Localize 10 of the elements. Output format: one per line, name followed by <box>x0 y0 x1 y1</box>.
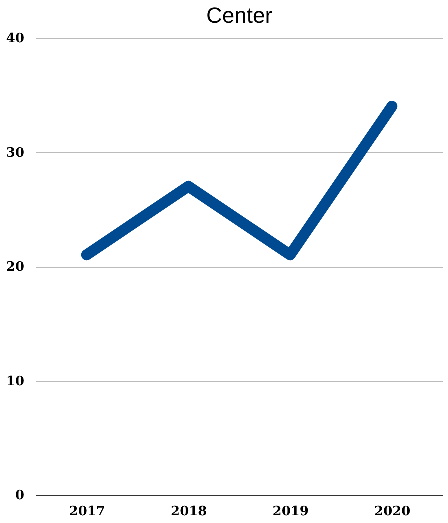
chart-title: Center <box>206 3 273 28</box>
x-tick-label: 2020 <box>374 504 411 520</box>
y-tick-label: 40 <box>6 32 24 46</box>
y-tick-label: 0 <box>15 488 24 504</box>
x-tick-label: 2018 <box>171 504 208 520</box>
x-tick-label: 2017 <box>69 504 106 520</box>
y-tick-label: 20 <box>6 260 24 275</box>
y-tick-label: 10 <box>6 374 24 390</box>
x-tick-label: 2019 <box>272 504 309 520</box>
y-tick-label: 30 <box>6 146 24 161</box>
